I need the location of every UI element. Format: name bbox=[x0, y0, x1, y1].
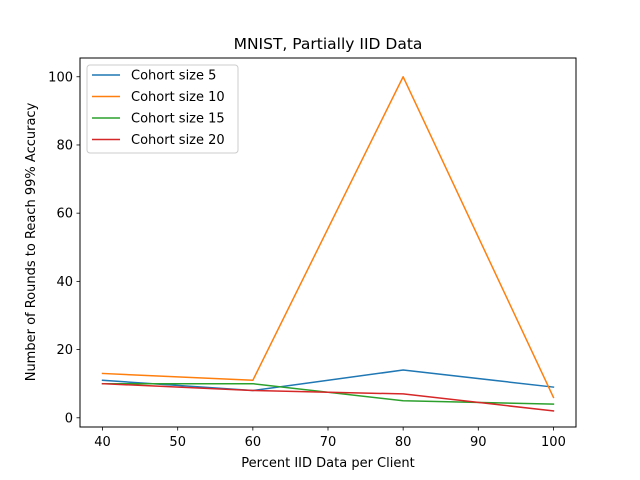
x-tick-label: 70 bbox=[320, 435, 337, 450]
chart-title: MNIST, Partially IID Data bbox=[234, 35, 423, 53]
x-axis-ticks: 40 50 60 70 80 90 100 bbox=[94, 427, 566, 450]
y-axis-label: Number of Rounds to Reach 99% Accuracy bbox=[24, 102, 39, 381]
x-tick-label: 40 bbox=[94, 435, 111, 450]
y-tick-label: 100 bbox=[48, 70, 73, 85]
x-tick-label: 90 bbox=[470, 435, 487, 450]
legend: Cohort size 5 Cohort size 10 Cohort size 1… bbox=[86, 64, 239, 154]
y-axis-ticks: 0 20 40 60 80 100 bbox=[48, 70, 80, 426]
series-line-1 bbox=[101, 369, 555, 392]
plot-area: 40 50 60 70 80 90 100 0 20 40 60 80 100 bbox=[48, 57, 577, 450]
legend-box bbox=[86, 64, 239, 154]
y-tick-label: 20 bbox=[56, 343, 73, 358]
x-tick-label: 80 bbox=[395, 435, 412, 450]
series-line-2 bbox=[101, 76, 555, 399]
y-tick-label: 80 bbox=[56, 138, 73, 153]
legend-items: Cohort size 5 Cohort size 10 Cohort size 1… bbox=[92, 69, 225, 148]
y-tick-label: 0 bbox=[65, 411, 73, 426]
y-tick-label: 60 bbox=[56, 207, 73, 222]
x-axis-label: Percent IID Data per Client bbox=[241, 456, 414, 471]
legend-label-4: Cohort size 20 bbox=[131, 133, 225, 148]
legend-label-2: Cohort size 10 bbox=[131, 90, 225, 105]
series-line-4 bbox=[101, 382, 555, 412]
legend-label-1: Cohort size 5 bbox=[131, 69, 216, 84]
series-layer bbox=[101, 76, 555, 412]
legend-label-3: Cohort size 15 bbox=[131, 112, 225, 127]
x-tick-label: 50 bbox=[169, 435, 186, 450]
y-tick-label: 40 bbox=[56, 275, 73, 290]
x-tick-label: 60 bbox=[245, 435, 262, 450]
x-tick-label: 100 bbox=[541, 435, 566, 450]
